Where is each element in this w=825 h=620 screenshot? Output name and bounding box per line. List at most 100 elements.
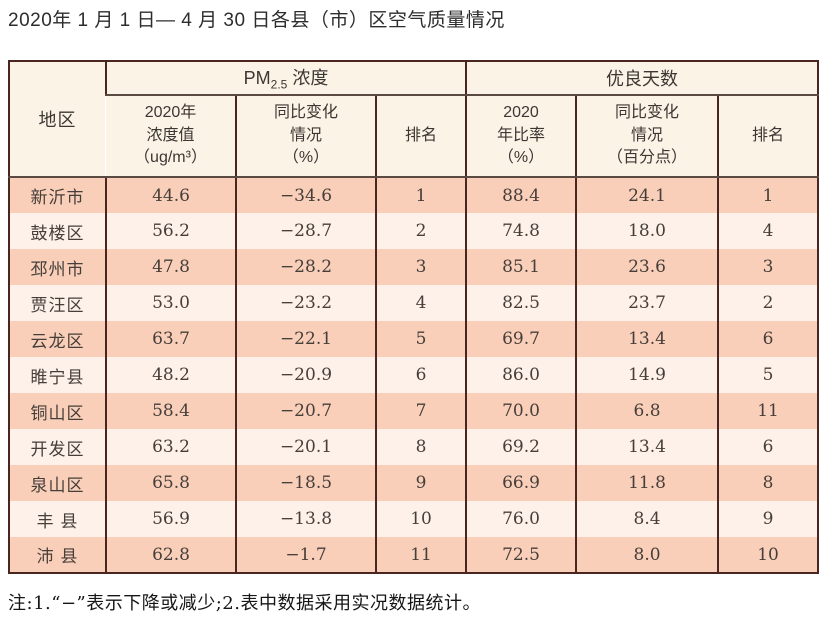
pm-rank-cell: 7 [374, 393, 467, 429]
pm-change-cell: −13.8 [235, 501, 376, 537]
pm25-label-suffix: 浓度 [287, 68, 329, 89]
good-rate-cell: 82.5 [465, 285, 577, 321]
pm-change-cell: −28.2 [235, 249, 376, 285]
column-header-pm-change: 同比变化 情况 （%） [235, 95, 376, 178]
pm-change-cell: −18.5 [235, 465, 376, 501]
pm-value-cell: 56.9 [105, 501, 236, 537]
region-cell: 鼓楼区 [9, 213, 106, 249]
region-cell: 新沂市 [9, 177, 106, 213]
table-row: 贾汪区 53.0 −23.2 4 82.5 23.7 2 [9, 285, 819, 321]
sub-header-row: 2020年 浓度值 （ug/m³） 同比变化 情况 （%） 排名 2020 年比… [9, 95, 819, 178]
pm-change-cell: −28.7 [235, 213, 376, 249]
good-rate-cell: 66.9 [465, 465, 577, 501]
good-rank-cell: 6 [717, 429, 819, 465]
good-change-cell: 13.4 [575, 321, 719, 357]
good-change-cell: 23.7 [575, 285, 719, 321]
region-cell: 云龙区 [9, 321, 106, 357]
pm-value-cell: 58.4 [105, 393, 236, 429]
region-cell: 睢宁县 [9, 357, 106, 393]
pm-rank-cell: 6 [374, 357, 467, 393]
pm-rank-cell: 11 [374, 537, 467, 573]
good-rank-cell: 6 [717, 321, 819, 357]
pm-rank-cell: 4 [374, 285, 467, 321]
region-cell: 丰 县 [9, 501, 106, 537]
group-header-pm25: PM2.5 浓度 [104, 61, 467, 96]
good-change-cell: 13.4 [575, 429, 719, 465]
table-row: 丰 县 56.9 −13.8 10 76.0 8.4 9 [9, 501, 819, 537]
pm-rank-cell: 9 [374, 465, 467, 501]
table-row: 睢宁县 48.2 −20.9 6 86.0 14.9 5 [9, 357, 819, 393]
good-rate-cell: 85.1 [465, 249, 577, 285]
pm-value-cell: 48.2 [105, 357, 236, 393]
pm-value-cell: 63.7 [105, 321, 236, 357]
good-rank-cell: 8 [717, 465, 819, 501]
table-row: 泉山区 65.8 −18.5 9 66.9 11.8 8 [9, 465, 819, 501]
footnote: 注:1.“−”表示下降或减少;2.表中数据采用实况数据统计。 [8, 593, 481, 614]
good-rate-cell: 88.4 [465, 177, 577, 213]
pm-rank-cell: 3 [374, 249, 467, 285]
region-cell: 泉山区 [9, 465, 106, 501]
table-row: 沛 县 62.8 −1.7 11 72.5 8.0 10 [9, 537, 819, 573]
pm-change-cell: −1.7 [235, 537, 376, 573]
pm-rank-cell: 1 [374, 177, 467, 213]
good-change-cell: 14.9 [575, 357, 719, 393]
table-row: 新沂市 44.6 −34.6 1 88.4 24.1 1 [9, 177, 819, 213]
good-rate-cell: 76.0 [465, 501, 577, 537]
column-header-good-change: 同比变化 情况 （百分点） [575, 95, 719, 178]
good-rank-cell: 2 [717, 285, 819, 321]
good-rank-cell: 5 [717, 357, 819, 393]
pm-value-cell: 63.2 [105, 429, 236, 465]
good-rate-cell: 74.8 [465, 213, 577, 249]
good-change-cell: 8.0 [575, 537, 719, 573]
pm25-label-subscript: 2.5 [270, 77, 288, 92]
good-change-cell: 6.8 [575, 393, 719, 429]
table-body: 新沂市 44.6 −34.6 1 88.4 24.1 1 鼓楼区 56.2 −2… [9, 177, 819, 573]
group-header-row: 地区 PM2.5 浓度 优良天数 [9, 61, 819, 178]
region-cell: 贾汪区 [9, 285, 106, 321]
table-row: 开发区 63.2 −20.1 8 69.2 13.4 6 [9, 429, 819, 465]
column-header-region: 地区 [9, 61, 106, 178]
table-row: 鼓楼区 56.2 −28.7 2 74.8 18.0 4 [9, 213, 819, 249]
page-title: 2020年 1 月 1 日— 4 月 30 日各县（市）区空气质量情况 [8, 10, 505, 31]
pm-change-cell: −20.1 [235, 429, 376, 465]
region-cell: 邳州市 [9, 249, 106, 285]
good-change-cell: 24.1 [575, 177, 719, 213]
pm-change-cell: −23.2 [235, 285, 376, 321]
column-header-good-rank: 排名 [717, 95, 819, 178]
column-header-pm-rank: 排名 [374, 95, 467, 178]
good-change-cell: 23.6 [575, 249, 719, 285]
good-rate-cell: 69.7 [465, 321, 577, 357]
pm-value-cell: 47.8 [105, 249, 236, 285]
pm-change-cell: −20.7 [235, 393, 376, 429]
good-rank-cell: 4 [717, 213, 819, 249]
pm25-label-prefix: PM [243, 68, 271, 89]
region-cell: 开发区 [9, 429, 106, 465]
good-rank-cell: 1 [717, 177, 819, 213]
good-rate-cell: 86.0 [465, 357, 577, 393]
pm-value-cell: 44.6 [105, 177, 236, 213]
region-cell: 沛 县 [9, 537, 106, 573]
good-rate-cell: 70.0 [465, 393, 577, 429]
column-header-good-rate: 2020 年比率 （%） [465, 95, 577, 178]
good-rate-cell: 72.5 [465, 537, 577, 573]
good-rank-cell: 11 [717, 393, 819, 429]
region-cell: 铜山区 [9, 393, 106, 429]
air-quality-table: 地区 PM2.5 浓度 优良天数 2020年 浓度值 （ug/m³） 同比变化 … [8, 60, 820, 574]
table-header: 地区 PM2.5 浓度 优良天数 2020年 浓度值 （ug/m³） 同比变化 … [9, 61, 819, 178]
pm-rank-cell: 2 [374, 213, 467, 249]
good-rank-cell: 10 [717, 537, 819, 573]
good-rank-cell: 9 [717, 501, 819, 537]
pm-change-cell: −34.6 [235, 177, 376, 213]
pm-rank-cell: 5 [374, 321, 467, 357]
column-header-pm-value: 2020年 浓度值 （ug/m³） [106, 95, 236, 178]
table-row: 云龙区 63.7 −22.1 5 69.7 13.4 6 [9, 321, 819, 357]
good-rate-cell: 69.2 [465, 429, 577, 465]
good-rank-cell: 3 [717, 249, 819, 285]
pm-value-cell: 56.2 [105, 213, 236, 249]
table-row: 铜山区 58.4 −20.7 7 70.0 6.8 11 [9, 393, 819, 429]
pm-value-cell: 62.8 [105, 537, 236, 573]
group-header-good-days: 优良天数 [465, 61, 819, 96]
good-change-cell: 11.8 [575, 465, 719, 501]
pm-value-cell: 53.0 [105, 285, 236, 321]
